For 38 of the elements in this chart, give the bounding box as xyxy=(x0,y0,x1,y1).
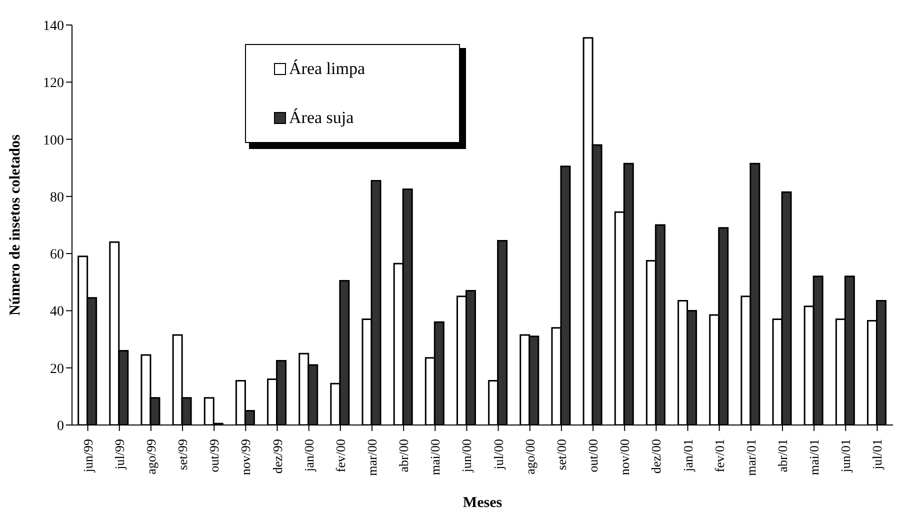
legend-label: Área suja xyxy=(289,108,354,128)
y-tick-label: 40 xyxy=(50,304,64,320)
x-axis-title: Meses xyxy=(462,495,502,511)
x-tick-label: jul/00 xyxy=(490,439,506,470)
y-tick-label: 140 xyxy=(43,18,64,34)
x-tick-label: nov/00 xyxy=(617,439,632,476)
y-tick-label: 60 xyxy=(50,248,64,263)
x-tick-label: mai/01 xyxy=(806,439,822,476)
y-axis-title: Número de insetos coletados xyxy=(7,134,24,316)
x-tick-label: mai/00 xyxy=(428,439,443,476)
y-tick-label: 20 xyxy=(50,362,64,377)
x-tick-label: dez/00 xyxy=(648,439,664,474)
x-tick-label: dez/99 xyxy=(270,439,285,474)
y-tick-label: 120 xyxy=(43,76,64,92)
x-tick-label: jan/01 xyxy=(680,439,696,472)
y-tick-label: 80 xyxy=(50,190,64,206)
x-tick-label: fev/00 xyxy=(332,439,348,472)
x-tick-label: jan/00 xyxy=(301,439,316,472)
x-tick-label: mar/01 xyxy=(743,439,758,476)
x-tick-label: ago/99 xyxy=(143,439,158,474)
x-tick-label: jun/99 xyxy=(80,439,96,474)
x-tick-label: jul/99 xyxy=(112,439,127,470)
x-tick-label: set/00 xyxy=(554,439,569,470)
x-tick-label: ago/00 xyxy=(522,439,538,474)
y-tick-label: 0 xyxy=(57,418,64,434)
x-tick-label: jun/00 xyxy=(459,439,474,474)
x-tick-label: jun/01 xyxy=(838,439,854,474)
x-tick-label: nov/99 xyxy=(238,439,254,476)
x-tick-label: out/00 xyxy=(586,439,601,472)
x-tick-label: abr/00 xyxy=(396,439,412,472)
x-tick-label: jul/01 xyxy=(870,439,885,470)
y-tick-label: 100 xyxy=(43,133,64,148)
x-tick-label: set/99 xyxy=(175,439,190,470)
x-tick-label: out/99 xyxy=(206,439,222,472)
x-tick-label: fev/01 xyxy=(712,439,727,472)
legend-label: Área limpa xyxy=(289,59,365,80)
x-tick-label: abr/01 xyxy=(774,439,790,472)
x-tick-label: mar/00 xyxy=(364,439,380,476)
